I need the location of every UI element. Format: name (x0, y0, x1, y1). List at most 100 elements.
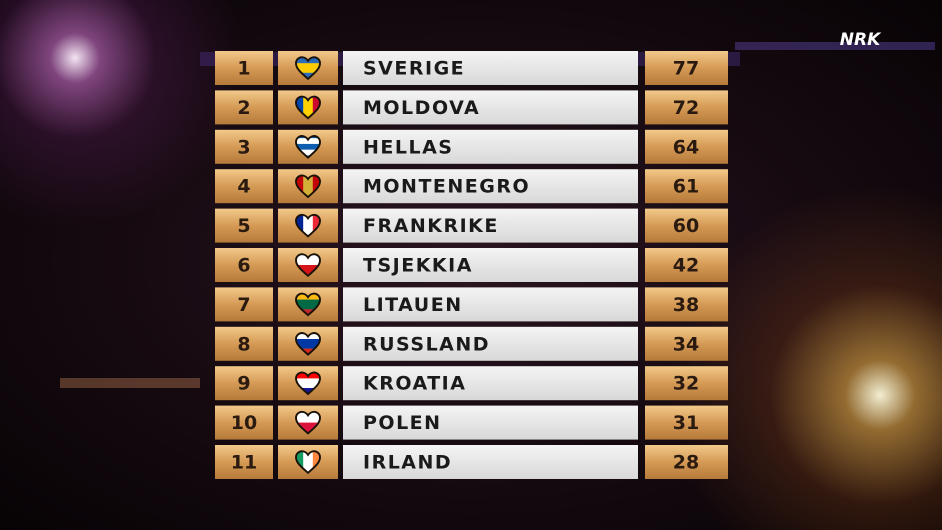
rank: 5 (237, 215, 250, 237)
rank: 4 (237, 176, 250, 198)
country: RUSSLAND (363, 333, 490, 355)
rank-box (215, 287, 273, 322)
heart-outline (295, 174, 321, 199)
name-box (343, 129, 638, 164)
row: 11 IRLAND 28 (215, 445, 728, 479)
row: 2 MOLDOVA 72 (215, 90, 728, 125)
country: LITAUEN (363, 294, 463, 316)
flag-stripe (312, 451, 321, 473)
rank: 7 (237, 294, 250, 316)
flag-stripe (312, 175, 321, 198)
country: TSJEKKIA (363, 255, 473, 277)
rank-box (215, 366, 273, 401)
country: MONTENEGRO (363, 176, 530, 198)
points-box (645, 445, 728, 479)
row: 7 LITAUEN 38 (215, 287, 728, 322)
flag-stripe (296, 388, 321, 394)
heart-outline (295, 135, 321, 159)
flag-heart (295, 56, 321, 81)
flag-stripe (296, 214, 304, 237)
rank: 11 (231, 452, 257, 474)
points: 61 (673, 176, 699, 198)
flag-heart (295, 253, 321, 278)
flag-heart (295, 95, 321, 120)
name-box (343, 445, 638, 479)
flag-stripe (296, 378, 321, 389)
country: SVERIGE (363, 58, 465, 80)
name-box (343, 90, 638, 125)
rank: 10 (231, 412, 257, 434)
flag-heart (295, 292, 321, 317)
heart-outline (295, 253, 321, 278)
flag-stripes (296, 451, 321, 473)
flag-stripe (296, 96, 304, 119)
flag-stripe (296, 143, 321, 150)
flag-stripe (296, 422, 321, 434)
country: IRLAND (363, 452, 452, 474)
rows: 1 SVERIGE 77 2 MOLDOVA 72 3 HELLAS 64 4 MONTENEGRO… (215, 51, 728, 479)
rank-box (215, 405, 273, 440)
rank: 2 (237, 97, 250, 119)
points: 42 (673, 255, 699, 277)
name-box (343, 169, 638, 204)
rank-box (215, 129, 273, 164)
heart-outline (295, 371, 321, 396)
flag-stripes (296, 254, 321, 276)
row: 5 FRANKRIKE 60 (215, 208, 728, 243)
points-box (645, 169, 728, 204)
name-box (343, 51, 638, 85)
points-box (645, 287, 728, 322)
row: 10 POLEN 31 (215, 405, 728, 440)
points-box (645, 208, 728, 243)
country: KROATIA (363, 373, 466, 395)
rank-box (215, 51, 273, 85)
country: POLEN (363, 412, 442, 434)
flag-stripe (296, 149, 321, 156)
flag-stripe (296, 72, 321, 79)
row: 6 TSJEKKIA 42 (215, 248, 728, 282)
points-box (645, 366, 728, 401)
flag-stripe (303, 96, 314, 119)
name-box (343, 287, 638, 322)
rank-box (215, 248, 273, 282)
flag-heart (295, 332, 321, 356)
flag-stripe (303, 451, 314, 473)
heart-outline (295, 292, 321, 317)
flag-stripes (296, 175, 321, 198)
points: 31 (673, 412, 699, 434)
flag-stripe (296, 411, 321, 423)
flag-heart (295, 410, 321, 435)
row: 4 MONTENEGRO 61 (215, 169, 728, 204)
flag-heart (295, 174, 321, 199)
points: 77 (673, 58, 699, 80)
flag-heart (295, 450, 321, 475)
points-box (645, 129, 728, 164)
flag-stripe (296, 63, 321, 74)
flag-heart (295, 213, 321, 238)
country: HELLAS (363, 136, 453, 158)
points-box (645, 405, 728, 440)
country: MOLDOVA (363, 97, 480, 119)
heart-outline (295, 213, 321, 238)
points: 72 (673, 97, 699, 119)
flag-stripe (296, 299, 321, 310)
channel-logo: NRK (840, 30, 882, 50)
row: 8 RUSSLAND 34 (215, 326, 728, 361)
points: 28 (673, 452, 699, 474)
flag-stripe (296, 254, 321, 266)
name-box (343, 208, 638, 243)
rank: 8 (237, 333, 250, 355)
heart-outline (295, 410, 321, 435)
rank: 3 (237, 136, 250, 158)
name-box (343, 326, 638, 361)
row: 9 KROATIA 32 (215, 366, 728, 401)
rank-box (215, 90, 273, 125)
rank: 1 (237, 58, 250, 80)
flag-stripe (312, 96, 321, 119)
flag-stripe (296, 265, 321, 276)
points: 34 (673, 333, 699, 355)
rank-box (215, 445, 273, 479)
heart-outline (295, 95, 321, 120)
rank-box (215, 169, 273, 204)
